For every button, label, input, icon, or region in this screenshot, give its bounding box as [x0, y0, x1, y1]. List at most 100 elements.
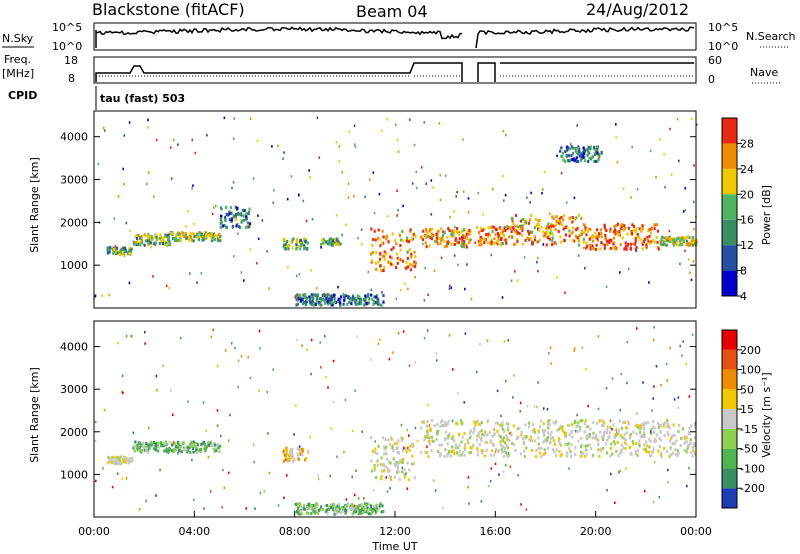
data-pixel	[167, 236, 170, 240]
data-pixel	[487, 226, 490, 230]
data-pixel	[191, 447, 195, 450]
data-pixel	[612, 440, 616, 444]
data-pixel	[314, 294, 317, 298]
data-pixel	[317, 511, 320, 515]
data-pixel	[327, 302, 330, 306]
data-pixel	[444, 423, 447, 427]
data-pixel	[410, 237, 413, 241]
noise-pixel	[249, 247, 251, 251]
data-pixel	[196, 236, 199, 239]
noise-pixel	[583, 246, 585, 250]
data-pixel	[316, 293, 319, 297]
data-pixel	[488, 431, 491, 435]
noise-pixel	[669, 447, 672, 450]
data-pixel	[287, 244, 290, 248]
data-pixel	[154, 444, 157, 447]
colorbar-swatch	[722, 194, 737, 220]
data-pixel	[136, 237, 139, 241]
data-pixel	[613, 225, 616, 228]
noise-pixel	[207, 455, 210, 459]
noise-pixel	[114, 245, 117, 248]
ytick-label: 4000	[60, 341, 88, 354]
noise-pixel	[388, 357, 391, 361]
data-pixel	[496, 232, 500, 235]
data-pixel	[430, 237, 433, 241]
data-pixel	[521, 228, 524, 232]
data-pixel	[573, 421, 576, 425]
data-pixel	[372, 299, 375, 303]
data-pixel	[685, 436, 689, 440]
data-pixel	[595, 434, 598, 437]
data-pixel	[570, 154, 573, 158]
beam-title: Beam 04	[356, 2, 428, 21]
data-pixel	[150, 236, 153, 240]
data-pixel	[678, 424, 681, 427]
data-pixel	[657, 426, 660, 429]
data-pixel	[405, 236, 409, 240]
data-pixel	[675, 238, 678, 242]
data-pixel	[330, 299, 333, 303]
noise-pixel	[466, 263, 468, 266]
noise-pixel	[690, 117, 693, 120]
noise-pixel	[631, 145, 633, 149]
colorbar-swatch	[722, 118, 737, 144]
data-pixel	[456, 446, 459, 450]
data-pixel	[310, 512, 313, 515]
noise-pixel	[653, 385, 655, 388]
data-pixel	[408, 262, 411, 266]
data-pixel	[291, 238, 294, 242]
noise-pixel	[304, 237, 306, 240]
data-pixel	[246, 221, 249, 225]
data-pixel	[516, 237, 519, 241]
colorbar-tick-label: 15	[740, 403, 754, 416]
data-pixel	[192, 239, 195, 243]
data-pixel	[408, 468, 411, 472]
noise-pixel	[191, 458, 193, 462]
data-pixel	[571, 435, 574, 439]
noise-pixel	[152, 275, 154, 278]
noise-pixel	[514, 270, 516, 273]
data-pixel	[452, 231, 456, 234]
data-pixel	[310, 296, 313, 300]
noise-pixel	[256, 139, 259, 143]
noise-pixel	[94, 295, 96, 299]
noise-pixel	[237, 232, 239, 235]
data-pixel	[374, 238, 377, 242]
data-pixel	[548, 419, 551, 423]
noise-pixel	[343, 451, 345, 454]
noise-pixel	[609, 419, 612, 422]
data-pixel	[564, 233, 567, 237]
data-pixel	[291, 246, 294, 250]
data-pixel	[398, 477, 401, 481]
noise-pixel	[548, 352, 550, 355]
data-pixel	[333, 508, 336, 512]
noise-pixel	[165, 284, 168, 288]
data-pixel	[297, 457, 300, 461]
noise-pixel	[503, 340, 506, 343]
noise-pixel	[455, 195, 457, 198]
noise-pixel	[650, 430, 652, 434]
data-pixel	[300, 510, 303, 514]
data-pixel	[506, 226, 509, 230]
data-pixel	[614, 433, 617, 437]
noise-pixel	[597, 407, 600, 411]
data-pixel	[609, 229, 612, 233]
data-pixel	[134, 241, 137, 244]
noise-pixel	[169, 146, 172, 149]
noise-pixel	[364, 195, 366, 199]
data-pixel	[422, 229, 425, 233]
noise-pixel	[585, 368, 587, 371]
data-pixel	[527, 425, 531, 429]
data-pixel	[305, 511, 308, 515]
data-pixel	[570, 430, 573, 434]
data-pixel	[474, 423, 477, 427]
noise-pixel	[117, 341, 119, 345]
data-pixel	[613, 240, 616, 244]
noise-pixel	[688, 466, 690, 470]
data-pixel	[306, 247, 309, 250]
noise-pixel	[454, 225, 456, 229]
data-pixel	[382, 294, 385, 298]
data-pixel	[144, 239, 147, 243]
data-pixel	[641, 224, 644, 227]
data-pixel	[468, 451, 471, 455]
